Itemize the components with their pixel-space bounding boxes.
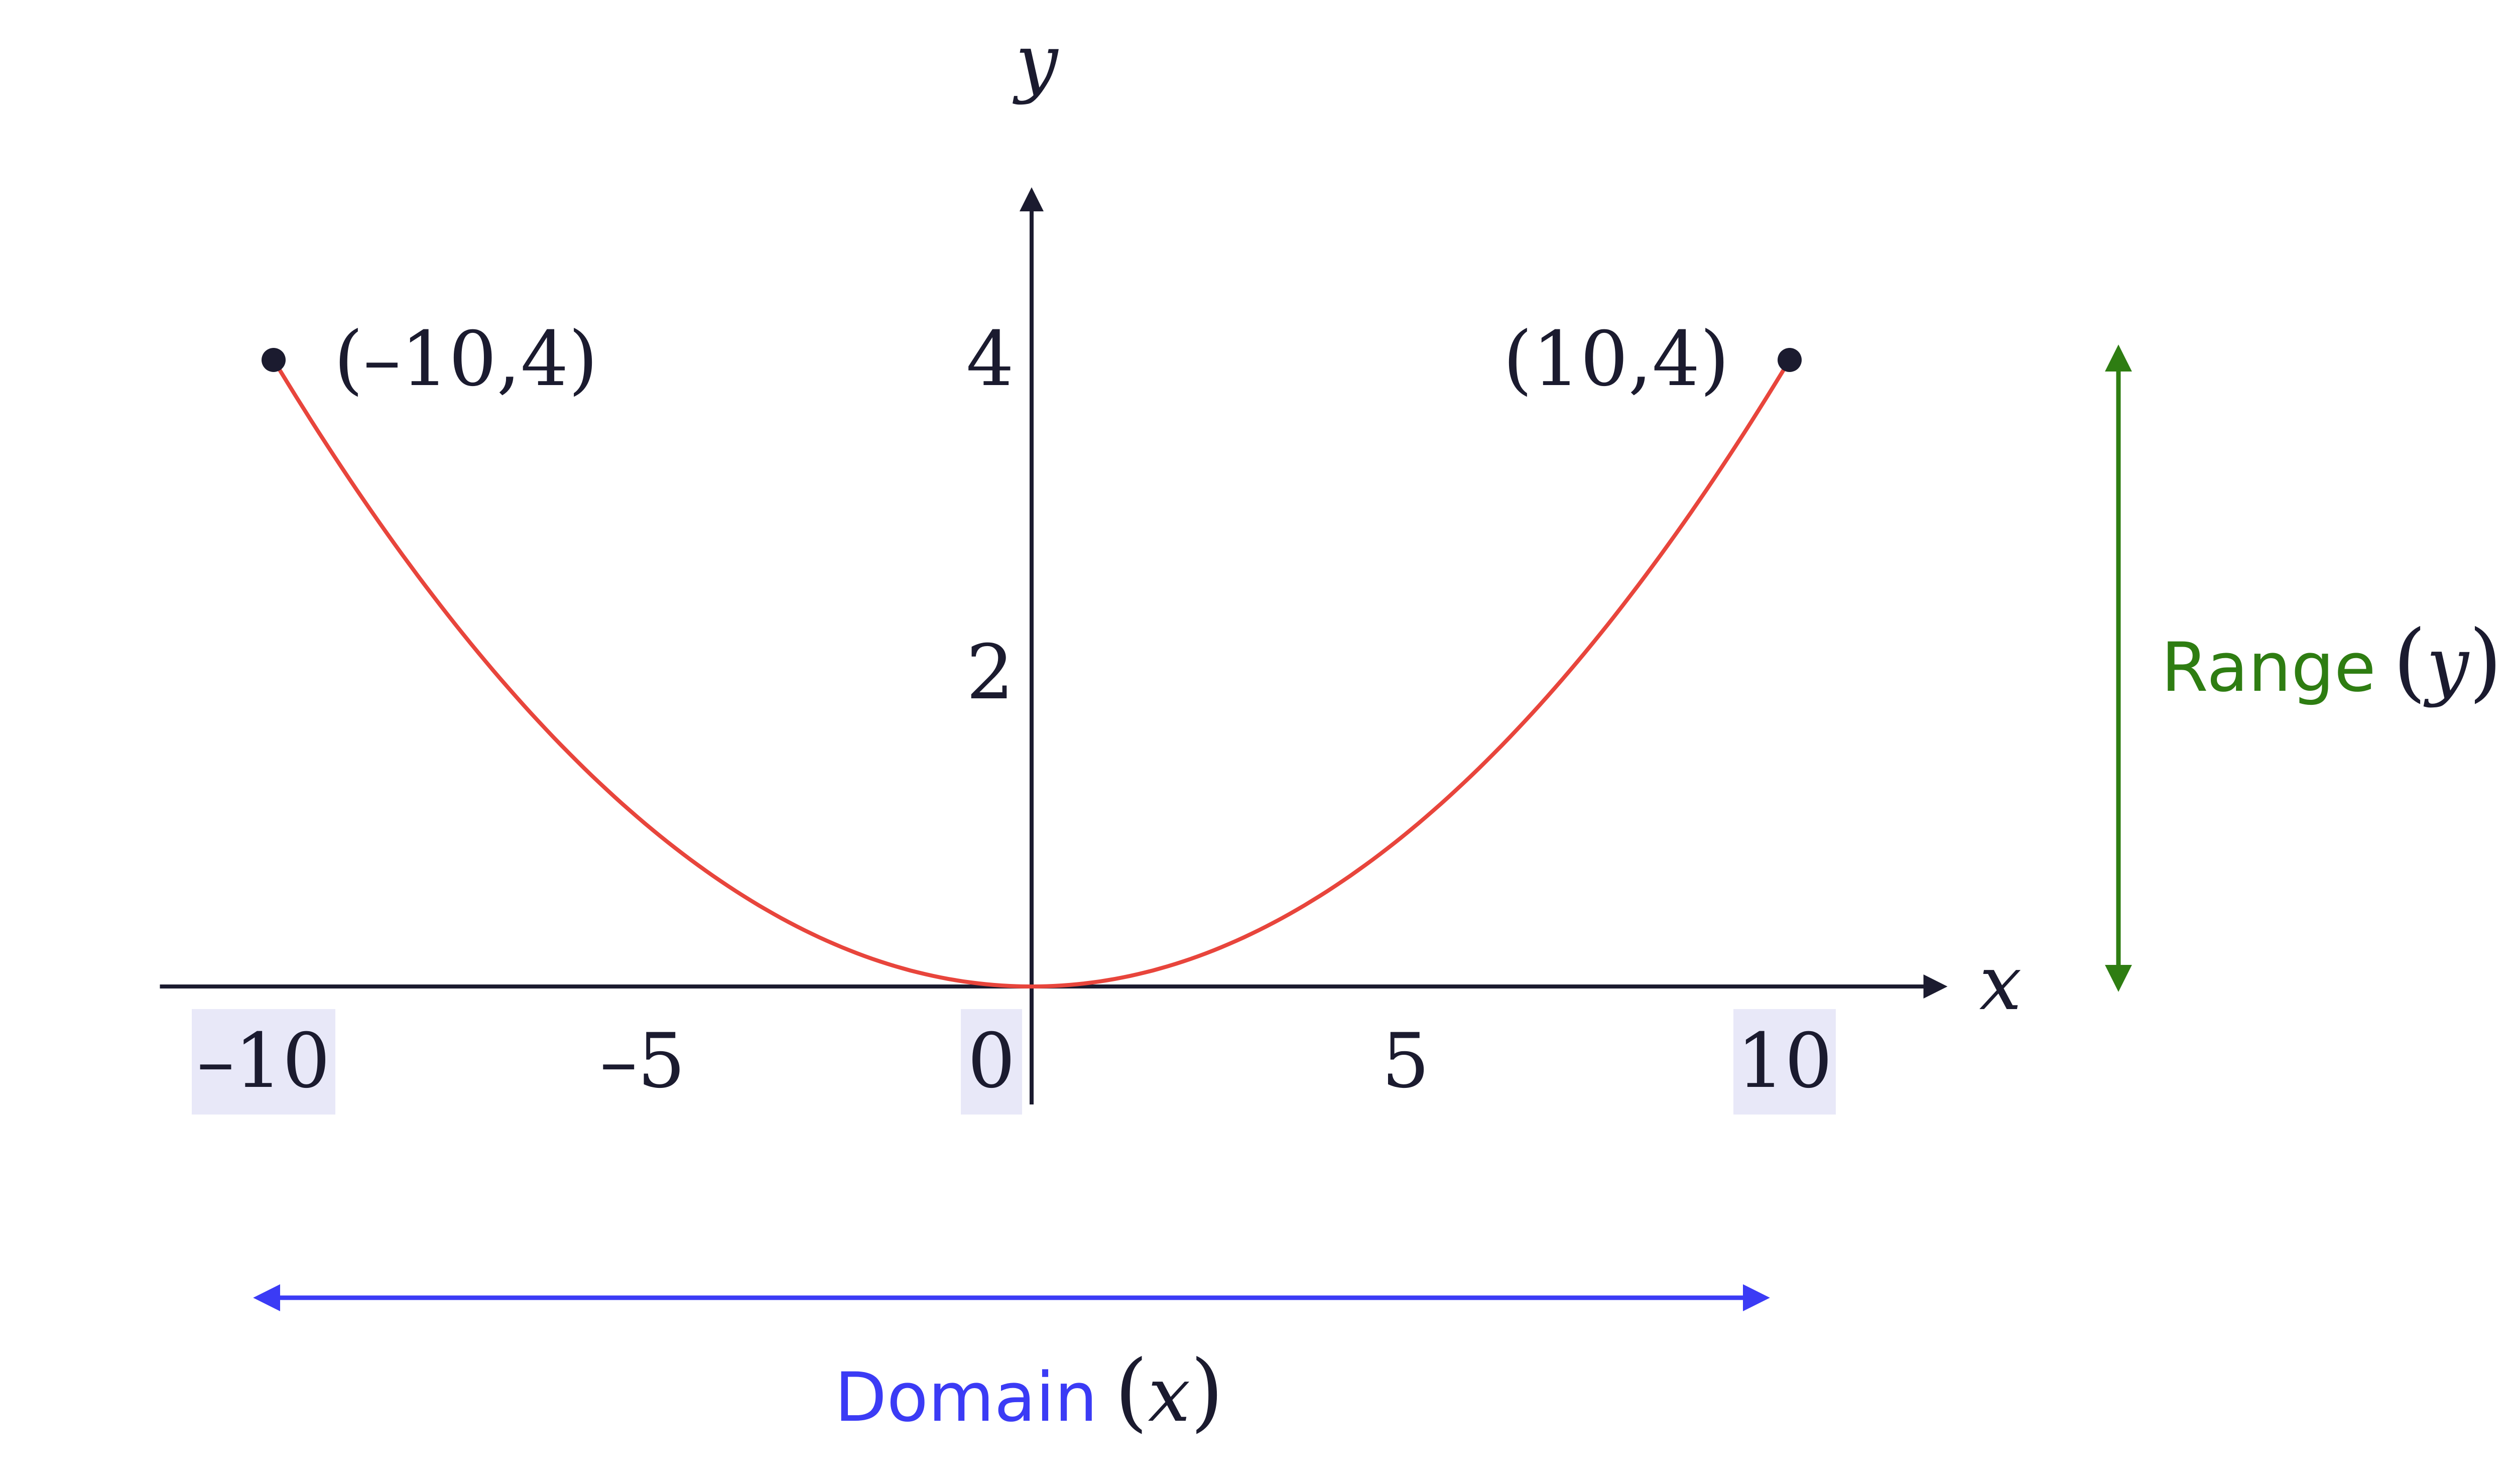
x-tick-label: 10	[1737, 1018, 1833, 1105]
domain-var: x	[1148, 1351, 1191, 1439]
endpoint-dot	[1778, 348, 1802, 372]
endpoint-dot	[262, 348, 286, 372]
x-tick-label: 0	[967, 1018, 1015, 1105]
x-tick-labels: –10 –5 0 5 10	[197, 1018, 1832, 1105]
endpoints: (–10,4) (10,4)	[262, 316, 1802, 403]
y-tick-label: 4	[966, 316, 1014, 403]
tick-highlights	[192, 1009, 1836, 1115]
tick-highlight	[192, 1009, 335, 1115]
range-text: Range	[2161, 628, 2376, 707]
domain-label: Domain (x)	[834, 1342, 1223, 1441]
x-tick-label: –10	[197, 1018, 330, 1105]
y-tick-label: 2	[966, 629, 1014, 716]
endpoint-label: (–10,4)	[334, 316, 598, 403]
endpoint-label: (10,4)	[1503, 316, 1729, 403]
x-tick-label: 5	[1382, 1018, 1429, 1105]
y-tick-labels: 24	[966, 316, 1014, 716]
x-axis-label: x	[1979, 940, 2022, 1027]
parabola-curve	[272, 358, 1792, 989]
tick-highlight	[1733, 1009, 1836, 1115]
range-var: y	[2423, 622, 2470, 709]
tick-highlight	[961, 1009, 1022, 1115]
range-label: Range (y)	[2161, 612, 2502, 711]
y-axis-label: y	[1013, 19, 1059, 106]
domain-text: Domain	[834, 1358, 1097, 1437]
x-tick-label: –5	[600, 1018, 685, 1105]
